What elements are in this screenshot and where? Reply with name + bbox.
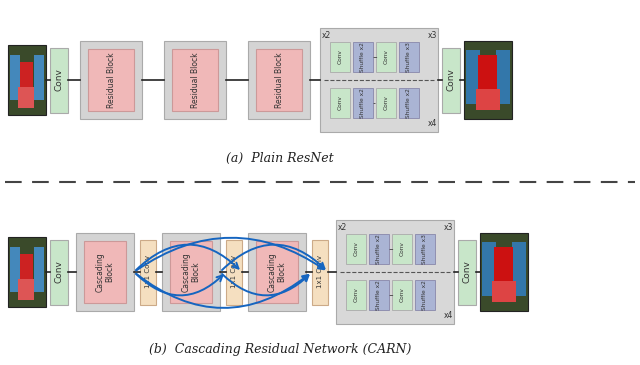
Bar bbox=[20, 62, 33, 97]
Text: Shuffle x2: Shuffle x2 bbox=[360, 42, 365, 72]
Bar bbox=[312, 240, 328, 305]
Text: Conv: Conv bbox=[399, 242, 404, 257]
Bar bbox=[10, 55, 20, 100]
Bar bbox=[492, 281, 516, 302]
Bar bbox=[512, 242, 526, 296]
Text: Shuffle x3: Shuffle x3 bbox=[422, 234, 428, 264]
Bar bbox=[480, 233, 528, 311]
Text: (a)  Plain ResNet: (a) Plain ResNet bbox=[226, 151, 334, 165]
Bar bbox=[256, 241, 298, 303]
Text: Residual Block: Residual Block bbox=[275, 52, 284, 108]
Bar bbox=[84, 241, 126, 303]
Bar bbox=[415, 234, 435, 264]
Text: Conv: Conv bbox=[463, 261, 472, 284]
Bar bbox=[496, 50, 510, 104]
Text: 1x1 Conv: 1x1 Conv bbox=[231, 255, 237, 288]
Text: x3: x3 bbox=[444, 223, 452, 233]
Bar bbox=[482, 242, 496, 296]
Bar bbox=[50, 48, 68, 113]
Text: Conv: Conv bbox=[353, 242, 358, 257]
Bar bbox=[34, 55, 44, 100]
Text: Conv: Conv bbox=[54, 69, 63, 92]
Text: Conv: Conv bbox=[353, 288, 358, 303]
Text: Conv: Conv bbox=[399, 288, 404, 303]
Text: Shuffle x2: Shuffle x2 bbox=[406, 88, 412, 118]
Bar bbox=[346, 280, 366, 310]
Bar bbox=[170, 241, 212, 303]
Bar bbox=[140, 240, 156, 305]
Text: Conv: Conv bbox=[337, 50, 342, 65]
Text: x4: x4 bbox=[444, 311, 452, 320]
Text: Residual Block: Residual Block bbox=[191, 52, 200, 108]
Bar bbox=[458, 240, 476, 305]
Bar bbox=[392, 280, 412, 310]
Bar bbox=[50, 240, 68, 305]
Bar bbox=[336, 220, 454, 324]
Bar bbox=[256, 49, 302, 111]
Text: Cascading
Block: Cascading Block bbox=[268, 252, 287, 292]
Bar bbox=[346, 234, 366, 264]
Text: Shuffle x3: Shuffle x3 bbox=[406, 42, 412, 72]
Bar bbox=[399, 88, 419, 118]
Text: x4: x4 bbox=[428, 119, 436, 128]
Bar bbox=[442, 48, 460, 113]
Text: Conv: Conv bbox=[383, 96, 388, 111]
Bar bbox=[494, 247, 513, 289]
Bar bbox=[10, 247, 20, 292]
Bar bbox=[330, 42, 350, 72]
Bar bbox=[162, 233, 220, 311]
Bar bbox=[464, 41, 512, 119]
Bar bbox=[88, 49, 134, 111]
Text: Conv: Conv bbox=[337, 96, 342, 111]
Text: Shuffle x2: Shuffle x2 bbox=[360, 88, 365, 118]
Text: Cascading
Block: Cascading Block bbox=[181, 252, 201, 292]
Bar bbox=[80, 41, 142, 119]
Bar bbox=[226, 240, 242, 305]
Bar bbox=[415, 280, 435, 310]
Bar bbox=[478, 55, 497, 97]
Text: Conv: Conv bbox=[54, 261, 63, 284]
Bar bbox=[172, 49, 218, 111]
Text: Conv: Conv bbox=[383, 50, 388, 65]
Text: Residual Block: Residual Block bbox=[106, 52, 115, 108]
Bar bbox=[320, 28, 438, 132]
Bar bbox=[376, 88, 396, 118]
Text: x2: x2 bbox=[337, 223, 347, 233]
Bar bbox=[353, 42, 373, 72]
Bar bbox=[248, 233, 306, 311]
Bar bbox=[76, 233, 134, 311]
Bar bbox=[392, 234, 412, 264]
Text: x2: x2 bbox=[321, 31, 331, 41]
Text: x3: x3 bbox=[428, 31, 436, 41]
Text: (b)  Cascading Residual Network (CARN): (b) Cascading Residual Network (CARN) bbox=[149, 343, 411, 357]
Bar bbox=[8, 237, 46, 307]
Bar bbox=[353, 88, 373, 118]
Bar bbox=[399, 42, 419, 72]
Bar bbox=[466, 50, 480, 104]
Bar bbox=[164, 41, 226, 119]
Text: 1x1 Conv: 1x1 Conv bbox=[145, 255, 151, 288]
Text: Cascading
Block: Cascading Block bbox=[95, 252, 115, 292]
Bar bbox=[20, 254, 33, 289]
Text: Shuffle x2: Shuffle x2 bbox=[376, 234, 381, 264]
Bar bbox=[18, 87, 34, 108]
Bar bbox=[369, 280, 389, 310]
Bar bbox=[476, 89, 500, 110]
Bar bbox=[248, 41, 310, 119]
Bar bbox=[369, 234, 389, 264]
Bar bbox=[330, 88, 350, 118]
Bar bbox=[376, 42, 396, 72]
Text: Shuffle x2: Shuffle x2 bbox=[422, 280, 428, 310]
Text: Conv: Conv bbox=[447, 69, 456, 92]
Bar bbox=[8, 45, 46, 115]
Text: Shuffle x2: Shuffle x2 bbox=[376, 280, 381, 310]
Text: 1x1 Conv: 1x1 Conv bbox=[317, 255, 323, 288]
Bar bbox=[34, 247, 44, 292]
Bar bbox=[18, 279, 34, 300]
